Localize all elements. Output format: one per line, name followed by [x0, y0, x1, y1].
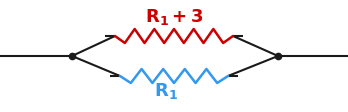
- Text: $\mathbf{R_1}$: $\mathbf{R_1}$: [154, 80, 178, 100]
- Text: $\mathbf{R_1 + 3}$: $\mathbf{R_1 + 3}$: [145, 7, 203, 27]
